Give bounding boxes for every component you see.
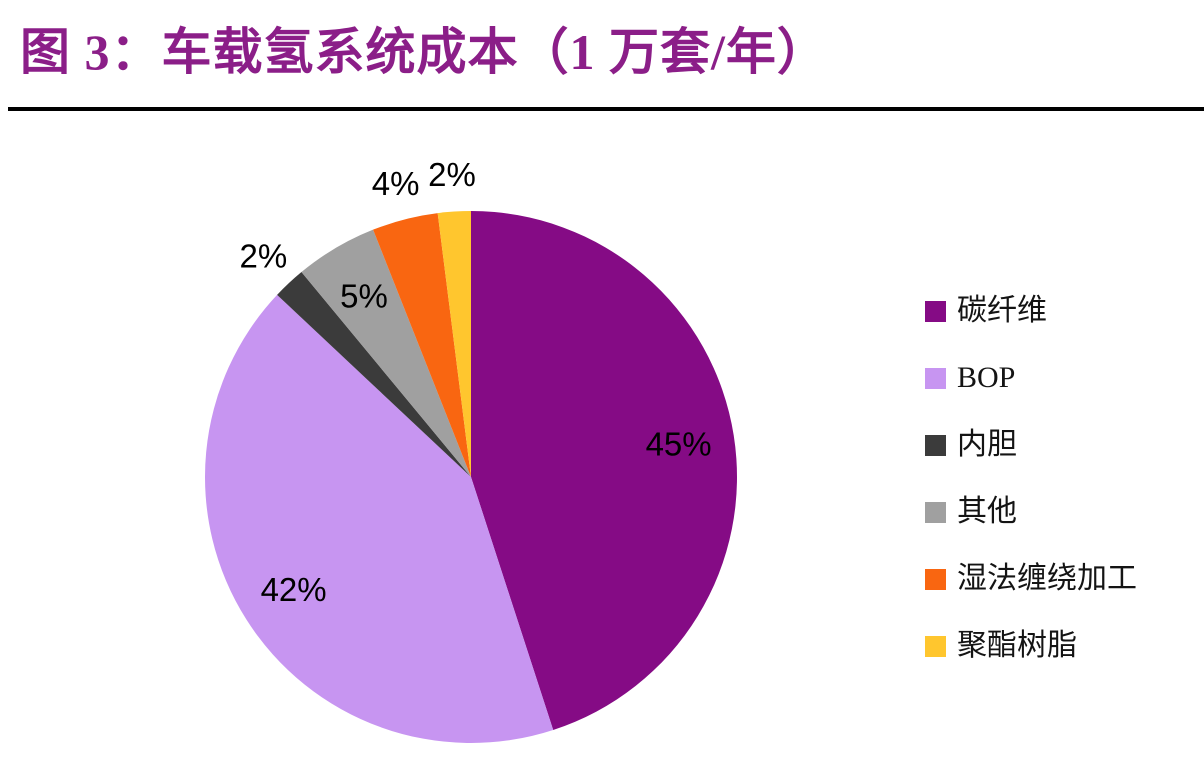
pie-data-label-2: 2% [240, 237, 288, 274]
pie-data-label-4: 4% [372, 165, 420, 202]
legend-swatch-icon [925, 300, 946, 322]
legend-swatch-icon [925, 635, 946, 657]
legend-swatch-icon [925, 568, 946, 590]
legend-label: 聚酯树脂 [957, 629, 1077, 662]
pie-chart: 45%42%2%5%4% 2% [204, 156, 737, 744]
figure-title: 图 3：车载氢系统成本（1 万套/年） [20, 24, 828, 80]
legend-label: BOP [957, 361, 1016, 394]
legend-label: 碳纤维 [957, 294, 1047, 327]
pie-slice-3 [301, 229, 471, 477]
pie-slice-4 [373, 213, 471, 477]
legend-item-0: 碳纤维 [925, 295, 1137, 327]
pie-slice-2 [277, 272, 471, 477]
legend-label: 其他 [957, 495, 1017, 528]
pie-slice-5 [437, 211, 471, 477]
pie-data-label-5: 2% [428, 156, 476, 193]
legend-item-4: 湿法缠绕加工 [925, 563, 1137, 595]
pie-slice-1 [204, 294, 554, 744]
legend: 碳纤维 BOP 内胆其他湿法缠绕加工 聚酯树脂 [925, 295, 1137, 662]
pie-data-label-0: 45% [646, 426, 712, 463]
legend-item-5: 聚酯树脂 [925, 630, 1137, 662]
pie-data-label-3: 5% [340, 278, 388, 315]
pie-data-label-1: 42% [261, 571, 327, 608]
legend-label: 湿法缠绕加工 [957, 562, 1137, 595]
legend-label: 内胆 [957, 428, 1017, 461]
legend-item-2: 内胆 [925, 429, 1137, 461]
legend-item-1: BOP [925, 362, 1137, 394]
title-divider [8, 107, 1204, 111]
pie-slice-0 [471, 211, 737, 730]
legend-swatch-icon [925, 501, 946, 523]
legend-swatch-icon [925, 434, 946, 456]
legend-swatch-icon [925, 367, 946, 389]
legend-item-3: 其他 [925, 496, 1137, 528]
